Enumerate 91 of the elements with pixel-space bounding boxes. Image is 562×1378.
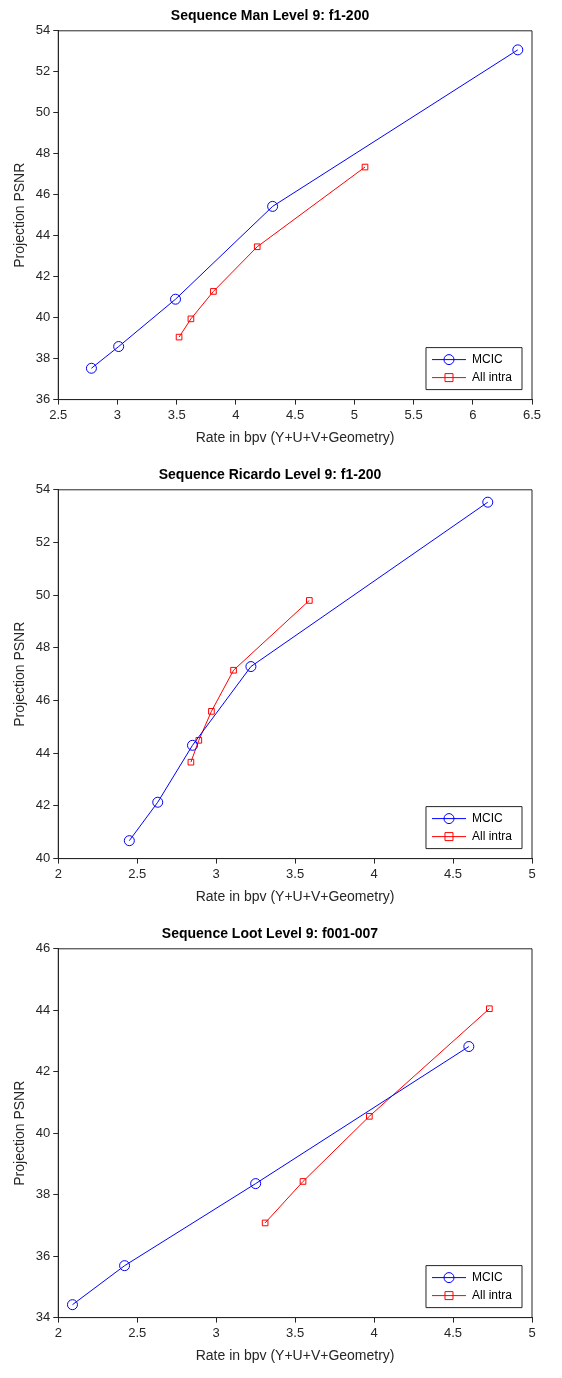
point [463,1041,475,1053]
y-tick-label: 54 [35,481,51,497]
y-tick-label: 44 [35,1001,51,1017]
point [299,1178,307,1185]
point [210,288,217,295]
y-tick-label: 50 [35,586,51,602]
x-axis-title: Rate in bpv (Y+U+V+Geometry) [195,429,395,446]
y-tick-label: 44 [35,227,51,243]
legend-label: MCIC [471,1269,503,1284]
y-axis-title: Projection PSNR [11,1080,28,1186]
point [119,1260,131,1272]
y-tick-label: 40 [35,1124,51,1140]
x-tick-label: 2 [54,1324,62,1340]
point [245,661,257,673]
point [123,835,135,847]
x-tick-label: 3.5 [286,1324,305,1340]
x-tick-label: 2.5 [128,865,147,881]
x-tick-label: 4.5 [286,406,305,422]
legend-label: All intra [471,1287,513,1302]
point [306,597,313,604]
y-tick-label: 34 [35,1309,51,1325]
point [366,1112,373,1120]
point [113,341,125,353]
point [152,796,164,808]
legend-label: MCIC [471,810,503,825]
x-tick-label: 3.5 [286,865,305,881]
legend-label: MCIC [471,351,503,366]
x-tick-label: 5 [528,1324,536,1340]
x-tick-label: 2.5 [49,406,68,422]
y-tick-label: 46 [35,692,51,708]
point [361,163,369,171]
y-tick-label: 54 [35,22,51,38]
legend-label: All intra [471,828,513,843]
y-tick-label: 38 [35,350,51,366]
y-tick-label: 48 [35,639,51,655]
point [230,666,237,674]
point [186,739,198,751]
y-axis-title: Projection PSNR [11,621,28,727]
point [512,44,524,56]
point [486,1005,493,1013]
y-tick-label: 50 [35,104,51,120]
x-axis-title: Rate in bpv (Y+U+V+Geometry) [195,1347,395,1364]
y-tick-label: 42 [35,797,51,813]
y-tick-label: 48 [35,145,51,161]
x-tick-label: 3 [212,865,220,881]
y-tick-label: 42 [35,268,51,284]
chart-title: Sequence Loot Level 9: f001-007 [161,925,379,942]
y-tick-label: 46 [35,940,51,956]
point [261,1219,269,1227]
point [482,496,494,508]
y-tick-label: 52 [35,63,51,79]
y-axis-title: Projection PSNR [11,162,28,268]
x-tick-label: 4.5 [444,865,463,881]
y-tick-label: 38 [35,1186,51,1202]
x-tick-label: 4 [370,865,378,881]
x-tick-label: 4 [232,406,240,422]
y-tick-label: 36 [35,391,51,407]
y-tick-label: 44 [35,744,51,760]
x-axis-title: Rate in bpv (Y+U+V+Geometry) [195,888,395,905]
point [253,243,261,251]
point [85,362,97,374]
point [187,315,195,323]
x-tick-label: 5 [350,406,358,422]
x-tick-label: 5 [528,865,536,881]
point [267,200,279,212]
y-tick-label: 40 [35,309,51,325]
x-tick-label: 5.5 [404,406,423,422]
x-tick-label: 3 [212,1324,220,1340]
x-tick-label: 6 [469,406,477,422]
y-tick-label: 42 [35,1063,51,1079]
y-tick-label: 46 [35,186,51,202]
x-tick-label: 2.5 [128,1324,147,1340]
chart-title: Sequence Ricardo Level 9: f1-200 [158,466,382,483]
y-tick-label: 40 [35,850,51,866]
x-tick-label: 3 [113,406,122,422]
point [187,758,195,766]
y-tick-label: 36 [35,1247,51,1263]
x-tick-label: 4 [370,1324,378,1340]
point [195,736,203,744]
legend-label: All intra [471,369,513,384]
point [170,293,182,305]
y-tick-label: 52 [35,534,51,550]
x-tick-label: 3.5 [167,406,186,422]
x-tick-label: 4.5 [444,1324,463,1340]
x-tick-label: 6.5 [522,406,542,422]
point [208,708,215,715]
chart-title: Sequence Man Level 9: f1-200 [170,7,370,24]
point [175,333,183,341]
point [66,1299,78,1311]
x-tick-label: 2 [54,865,62,881]
point [250,1178,262,1190]
